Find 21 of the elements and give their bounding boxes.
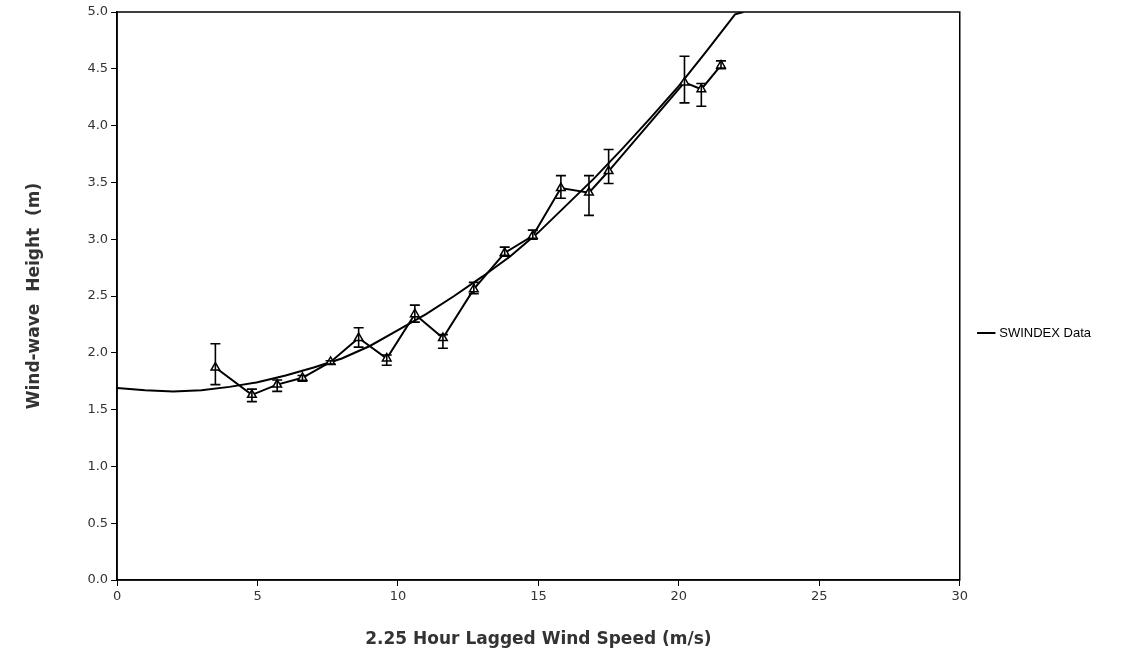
x-tick-label: 30 bbox=[951, 588, 969, 604]
y-tick-label: 5.0 bbox=[87, 3, 109, 19]
x-tick-label: 10 bbox=[389, 588, 407, 604]
y-tick-label: 0.0 bbox=[87, 571, 109, 587]
y-tick-label: 1.5 bbox=[87, 400, 109, 416]
x-tick-label: 0 bbox=[112, 588, 122, 604]
x-axis-title: 2.25 Hour Lagged Wind Speed (m/s) bbox=[365, 628, 712, 649]
y-tick-label: 4.0 bbox=[87, 116, 109, 132]
x-tick-label: 15 bbox=[530, 588, 547, 604]
y-tick-label: 1.0 bbox=[87, 457, 109, 473]
y-axis-title: Wind-wave Height (m) bbox=[22, 182, 43, 410]
y-tick-label: 3.0 bbox=[87, 230, 109, 246]
y-tick-label: 4.5 bbox=[87, 60, 109, 76]
y-tick-label: 0.5 bbox=[87, 514, 109, 530]
y-tick-label: 3.5 bbox=[87, 173, 109, 189]
x-tick-label: 20 bbox=[670, 588, 688, 604]
legend-label: SWINDEX Data bbox=[999, 324, 1092, 340]
x-tick-label: 5 bbox=[253, 588, 262, 604]
y-tick-label: 2.5 bbox=[87, 287, 109, 303]
x-tick-label: 25 bbox=[811, 588, 828, 604]
y-tick-label: 2.0 bbox=[87, 344, 109, 360]
